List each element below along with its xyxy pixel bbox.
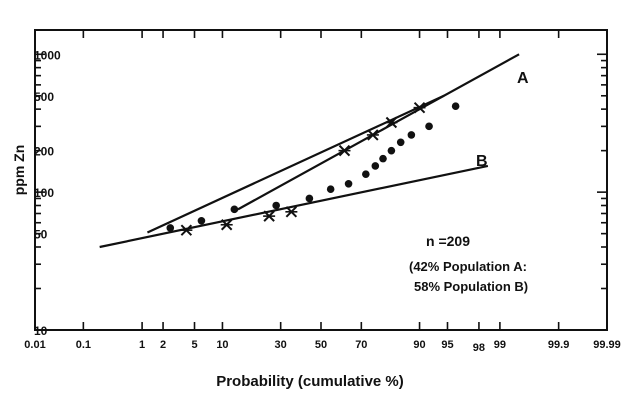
dot-point: [387, 146, 396, 155]
x-tick-label: 99.99: [593, 339, 621, 351]
cross-point: [263, 210, 276, 222]
annotation-population-a: (42% Population A:: [409, 259, 527, 274]
dot-point: [166, 224, 175, 232]
x-tick-label: 98: [473, 342, 485, 354]
cross-point: [180, 224, 193, 236]
dot-point: [362, 170, 370, 178]
x-tick-label: 30: [275, 339, 287, 351]
cross-point: [385, 116, 398, 129]
dot-point: [344, 179, 353, 188]
x-tick-label: 70: [355, 339, 367, 351]
x-tick-label: 10: [216, 339, 228, 351]
dot-point: [425, 122, 433, 131]
y-axis-label: ppm Zn: [11, 145, 27, 196]
x-tick-label: 99: [494, 339, 506, 351]
cross-point: [338, 144, 351, 157]
y-tick-label: 50: [34, 228, 48, 242]
x-tick-label: 0.1: [76, 339, 91, 351]
x-tick-label: 50: [315, 339, 327, 351]
x-tick-label: 99.9: [548, 339, 569, 351]
dot-point: [230, 205, 239, 214]
dot-point: [407, 131, 416, 139]
dot-point: [326, 185, 335, 194]
dot-point: [451, 102, 460, 111]
annotation-n: n =209: [426, 233, 470, 249]
cross-point: [366, 129, 379, 141]
dot-point: [396, 138, 405, 147]
y-tick-label: 100: [34, 186, 54, 200]
fit-line-a: [237, 53, 520, 211]
x-tick-label: 1: [139, 339, 145, 351]
y-tick-label: 200: [34, 145, 54, 159]
dot-point: [379, 154, 387, 163]
x-axis-label: Probability (cumulative %): [216, 373, 404, 390]
dot-point: [371, 162, 380, 170]
fit-line-b: [99, 164, 489, 249]
y-tick-label: 1000: [34, 48, 61, 62]
x-tick-label: 5: [191, 339, 197, 351]
y-tick-label: 500: [34, 90, 54, 104]
cross-point: [413, 101, 426, 114]
cross-point: [285, 206, 298, 218]
dot-point: [197, 216, 206, 225]
x-tick-label: 90: [413, 339, 425, 351]
x-tick-label: 0.01: [24, 339, 45, 351]
cross-point: [220, 219, 233, 231]
annotation-population-b: 58% Population B): [414, 279, 528, 294]
series-label-b: B: [476, 153, 488, 170]
dot-point: [305, 194, 314, 203]
y-tick-label: 10: [34, 324, 48, 338]
x-tick-label: 2: [160, 339, 166, 351]
x-tick-label: 95: [441, 339, 453, 351]
series-label-a: A: [517, 70, 529, 87]
dot-point: [272, 201, 280, 210]
